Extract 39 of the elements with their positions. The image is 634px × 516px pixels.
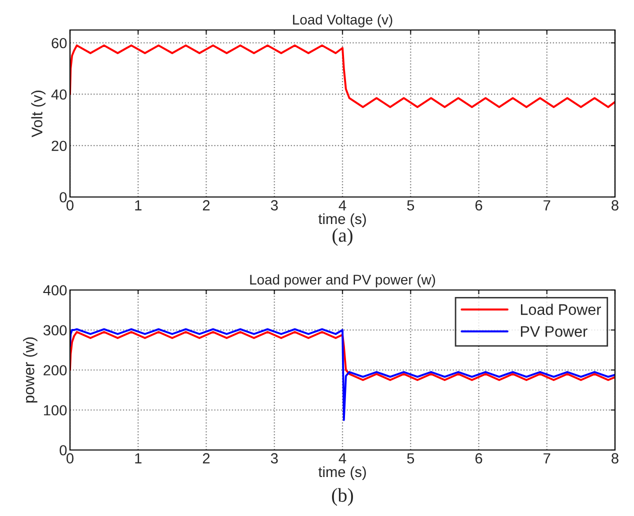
y-tick-label: 400 xyxy=(43,285,67,296)
x-tick-label: 3 xyxy=(270,200,278,210)
y-tick-label: 200 xyxy=(44,365,67,376)
text: (b) xyxy=(332,488,353,506)
chart-title: Load power and PV power (w) xyxy=(250,274,436,288)
x-tick-label: 3 xyxy=(270,453,278,464)
x-axis-title: time (s) xyxy=(318,466,366,480)
legend-label: Load Power xyxy=(520,304,601,315)
x-tick-label: 2 xyxy=(202,453,210,464)
line-series xyxy=(70,328,615,421)
x-tick-label: 6 xyxy=(475,200,482,210)
x-tick-label: 5 xyxy=(407,453,414,464)
y-tick-label: 0 xyxy=(60,445,67,456)
text: (a) xyxy=(332,228,352,246)
y-axis-title: power (w) xyxy=(23,337,38,403)
line-series xyxy=(70,44,615,108)
y-tick-label: 300 xyxy=(43,325,67,336)
x-tick-label: 5 xyxy=(407,200,414,210)
y-tick-label: 20 xyxy=(52,140,67,152)
x-tick-label: 7 xyxy=(544,200,550,210)
x-tick-label: 6 xyxy=(475,453,482,464)
x-tick-label: 8 xyxy=(612,453,618,464)
y-tick-label: 0 xyxy=(60,192,67,202)
y-tick-label: 100 xyxy=(44,405,67,416)
x-tick-label: 1 xyxy=(135,200,142,210)
x-tick-label: 0 xyxy=(66,453,74,464)
x-tick-label: 4 xyxy=(338,453,346,464)
x-tick-label: 1 xyxy=(135,453,142,464)
x-tick-label: 0 xyxy=(66,200,74,210)
x-axis-title: time (s) xyxy=(318,213,366,227)
y-tick-label: 60 xyxy=(52,38,67,48)
chart-title: Load Voltage (v) xyxy=(293,14,392,28)
y-tick-label: 40 xyxy=(51,89,67,100)
x-tick-label: 8 xyxy=(612,200,618,210)
x-tick-label: 4 xyxy=(338,200,346,210)
legend-label: PV Power xyxy=(520,326,588,337)
y-axis-title: Volt (v) xyxy=(31,90,46,138)
x-tick-label: 7 xyxy=(544,453,550,464)
x-tick-label: 2 xyxy=(202,200,210,210)
